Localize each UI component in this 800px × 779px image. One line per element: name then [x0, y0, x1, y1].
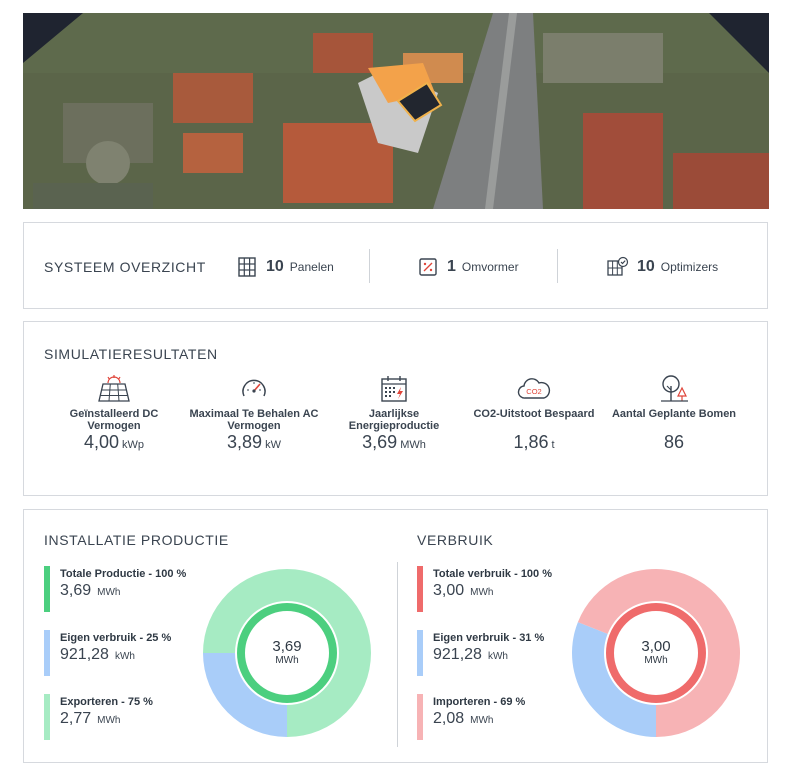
- trees-icon: [604, 374, 744, 404]
- panels-count: 10: [266, 258, 284, 275]
- legend-value: 3,00: [433, 582, 465, 599]
- legend-value: 2,77: [60, 710, 92, 727]
- sim-ac-power: Maximaal Te Behalen AC Vermogen 3,89 kW: [184, 374, 324, 453]
- production-donut-center: 3,69 MWh: [247, 638, 327, 666]
- legend-value: 2,08: [433, 710, 465, 727]
- legend-unit: MWh: [97, 587, 121, 598]
- optimizer-icon: [607, 256, 629, 278]
- legend-unit: MWh: [470, 715, 494, 726]
- aerial-map-image: [23, 13, 769, 209]
- solar-panel-icon: [44, 374, 184, 404]
- sim-co2-label: CO2-Uitstoot Bespaard: [473, 408, 595, 420]
- system-overview-card: SYSTEEM OVERZICHT 10 Panelen 1 Omvormer: [23, 222, 768, 309]
- sim-dc-power: Geïnstalleerd DC Vermogen 4,00 kWp: [44, 374, 184, 453]
- sim-ac-unit: kW: [265, 439, 281, 451]
- donut-inner-ring: [606, 603, 706, 703]
- sim-energy-value: 3,69: [362, 432, 398, 452]
- legend-swatch: [417, 694, 423, 740]
- production-title: INSTALLATIE PRODUCTIE: [44, 532, 229, 548]
- donut-segment-1: [203, 569, 371, 737]
- donut-segment-0: [203, 653, 287, 737]
- donut-center-value: 3,00: [641, 638, 671, 655]
- panel-grid-icon: [236, 256, 258, 278]
- divider: [369, 249, 370, 283]
- sim-dc-value: 4,00: [83, 432, 120, 452]
- co2-cloud-icon: CO2: [464, 374, 604, 404]
- legend-label: Exporteren - 75 %: [60, 696, 153, 708]
- legend-value: 921,28: [60, 646, 109, 663]
- legend-swatch: [44, 630, 50, 676]
- aerial-roof-view: [23, 13, 769, 209]
- divider: [397, 562, 398, 747]
- production-donut-chart: [203, 569, 371, 737]
- legend-value: 3,69: [60, 582, 92, 599]
- sim-trees-value: 86: [663, 432, 685, 452]
- sim-ac-label: Maximaal Te Behalen AC Vermogen: [189, 408, 319, 432]
- optimizers-count: 10: [637, 258, 655, 275]
- donut-segment-0: [572, 622, 656, 737]
- donut-center-value: 3,69: [272, 638, 302, 655]
- panels-label: Panelen: [289, 260, 334, 274]
- calendar-energy-icon: [324, 374, 464, 404]
- divider: [557, 249, 558, 283]
- inverter-count: 1: [447, 258, 456, 275]
- sim-energy-unit: MWh: [400, 439, 426, 451]
- sim-energy-label: Jaarlijkse Energieproductie: [348, 408, 440, 432]
- simulation-results-card: SIMULATIERESULTATEN Geïnstalleerd DC Ver…: [23, 321, 768, 496]
- inverter-icon: [417, 256, 439, 278]
- donut-segment-1: [577, 569, 740, 737]
- sim-dc-unit: kWp: [122, 439, 145, 451]
- legend-label: Eigen verbruik - 31 %: [433, 632, 545, 644]
- legend-unit: kWh: [487, 651, 508, 662]
- donut-center-unit: MWh: [275, 655, 299, 666]
- donut-center-unit: MWh: [644, 655, 668, 666]
- consumption-title: VERBRUIK: [417, 532, 494, 548]
- svg-text:CO2: CO2: [526, 387, 541, 396]
- inverter-label: Omvormer: [461, 260, 519, 274]
- legend-swatch: [44, 694, 50, 740]
- sim-annual-energy: Jaarlijkse Energieproductie 3,69 MWh: [324, 374, 464, 453]
- panels-summary: 10 Panelen: [236, 256, 334, 278]
- consumption-donut-center: 3,00 MWh: [616, 638, 696, 666]
- legend-swatch: [417, 566, 423, 612]
- legend-label: Totale verbruik - 100 %: [433, 568, 553, 580]
- inverter-summary: 1 Omvormer: [417, 256, 519, 278]
- sim-ac-value: 3,89: [227, 432, 263, 452]
- sim-dc-label: Geïnstalleerd DC Vermogen: [69, 408, 159, 432]
- optimizers-summary: 10 Optimizers: [607, 256, 718, 278]
- gauge-icon: [184, 374, 324, 404]
- production-consumption-card: INSTALLATIE PRODUCTIE VERBRUIK Totale Pr…: [23, 509, 768, 763]
- sim-co2-value: 1,86: [513, 432, 549, 452]
- legend-unit: MWh: [470, 587, 494, 598]
- legend-label: Importeren - 69 %: [433, 696, 526, 708]
- simulation-title: SIMULATIERESULTATEN: [44, 346, 218, 362]
- sim-co2-unit: t: [551, 439, 555, 451]
- legend-label: Totale Productie - 100 %: [60, 568, 187, 580]
- optimizers-label: Optimizers: [660, 260, 719, 274]
- legend-unit: kWh: [114, 651, 135, 662]
- legend-unit: MWh: [97, 715, 121, 726]
- legend-swatch: [417, 630, 423, 676]
- consumption-donut-chart: [572, 569, 740, 737]
- legend-label: Eigen verbruik - 25 %: [60, 632, 172, 644]
- donut-inner-ring: [237, 603, 337, 703]
- sim-trees: Aantal Geplante Bomen 86: [604, 374, 744, 453]
- legend-value: 921,28: [433, 646, 482, 663]
- legend-swatch: [44, 566, 50, 612]
- system-overview-title: SYSTEEM OVERZICHT: [44, 259, 206, 275]
- sim-co2: CO2 CO2-Uitstoot Bespaard 1,86 t: [464, 374, 604, 453]
- sim-trees-label: Aantal Geplante Bomen: [611, 408, 737, 420]
